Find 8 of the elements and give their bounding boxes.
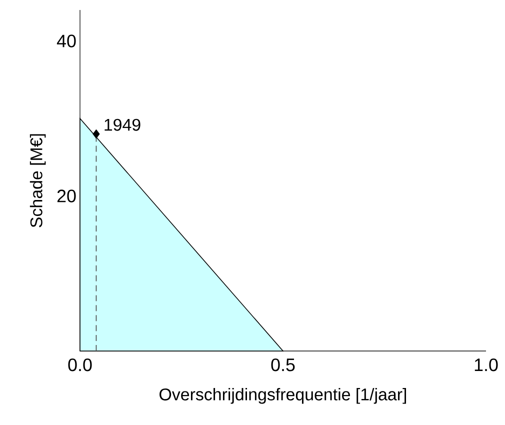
x-tick-label: 0.5 [271, 358, 295, 372]
y-tick-label: 40 [56, 34, 76, 48]
y-axis-title: Schade [M€] [30, 134, 46, 228]
x-tick-label: 1.0 [474, 358, 498, 372]
x-tick-label: 0.0 [68, 358, 92, 372]
annotation: 1949 [104, 118, 140, 131]
x-axis-title: Overschrijdingsfrequentie [1/jaar] [160, 388, 406, 404]
y-tick-label: 20 [57, 190, 76, 202]
